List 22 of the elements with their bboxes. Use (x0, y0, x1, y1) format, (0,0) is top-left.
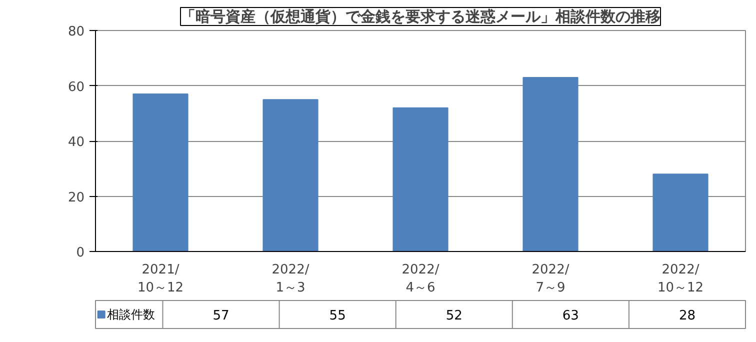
x-tick-label: 2022/ 7～9 (532, 262, 570, 296)
y-tick-label: 0 (76, 246, 85, 260)
x-tick-label: 2021/ 10～12 (137, 262, 184, 296)
data-label: 57 (212, 308, 230, 324)
chart-title: 「暗号資産（仮想通貨）で金銭を要求する迷惑メール」相談件数の推移 (180, 8, 660, 26)
data-label: 63 (562, 308, 579, 324)
y-tick-label: 80 (68, 24, 85, 40)
x-tick-label: 2022/ 1～3 (272, 262, 310, 296)
y-tick-label: 40 (68, 135, 85, 150)
bar (262, 99, 318, 252)
bar (652, 174, 708, 252)
y-tick-label: 20 (68, 190, 85, 206)
bar (392, 107, 448, 252)
data-label: 52 (446, 308, 462, 324)
bar (522, 76, 578, 252)
data-label: 55 (329, 308, 346, 324)
bar (132, 94, 188, 252)
x-tick-label: 2022/ 10～12 (657, 262, 704, 296)
x-tick-label: 2022/ 4～6 (402, 262, 440, 296)
legend-label: 相談件数 (107, 308, 156, 322)
y-tick-label: 60 (68, 80, 85, 95)
data-label: 28 (678, 308, 696, 324)
